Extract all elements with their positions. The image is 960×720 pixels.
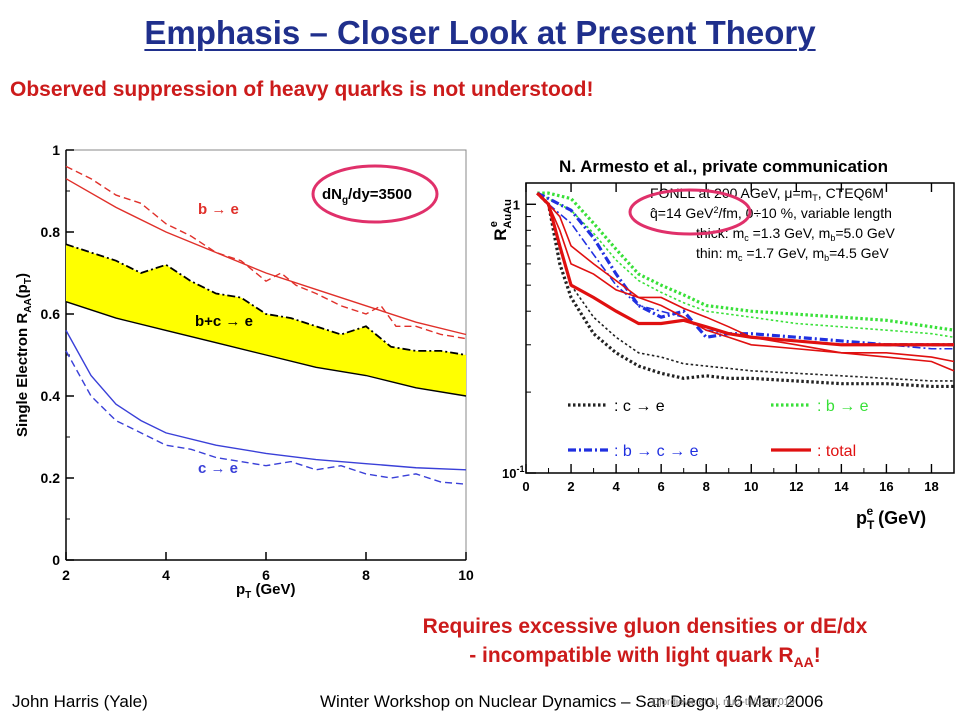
right-y-tick-label-0-1: 10-1 xyxy=(502,464,524,481)
left-series-line-ce-solid xyxy=(65,330,467,471)
annotation-dNg-dy: dNg/dy=3500 xyxy=(311,164,439,224)
left-y-tick-label: 0.6 xyxy=(41,306,61,322)
left-series xyxy=(65,165,467,485)
right-x-tick-label: 14 xyxy=(834,479,849,494)
left-series-line-bce-dashdot xyxy=(65,243,467,356)
left-series-line-ce-dashed xyxy=(65,350,467,485)
left-x-tick-label: 4 xyxy=(162,567,170,583)
left-x-axis-label: pT (GeV) xyxy=(236,581,295,601)
page-title: Emphasis – Closer Look at Present Theory xyxy=(144,14,816,51)
right-x-tick-label: 10 xyxy=(744,479,758,494)
right-plot-frame xyxy=(525,182,955,474)
label-b-to-e: b → e xyxy=(198,201,239,218)
right-info-text: FONLL at 200 AGeV, μ=mT, CTEQ6M q̂=14 Ge… xyxy=(628,185,896,263)
footer-event: Winter Workshop on Nuclear Dynamics – Sa… xyxy=(320,692,824,711)
right-series xyxy=(536,191,955,389)
right-x-tick-label: 16 xyxy=(879,479,893,494)
right-x-tick-label: 2 xyxy=(567,479,574,494)
left-chart: 2 4 6 8 10 1 0.8 0.6 0.4 0.2 0 b → e b+c → e c → e… xyxy=(14,142,474,601)
left-y-axis-label: Single Electron RAA(pT) xyxy=(14,273,34,437)
left-y-tick-label: 0.8 xyxy=(41,224,61,240)
left-ticks: 2 4 6 8 10 1 0.8 0.6 0.4 0.2 0 xyxy=(41,142,474,583)
right-x-tick-label: 8 xyxy=(703,479,710,494)
right-chart-title: N. Armesto et al., private communication xyxy=(559,157,888,176)
footer-author: John Harris (Yale) xyxy=(12,692,148,711)
right-series-line-3-thin xyxy=(536,192,955,372)
right-series-line-3-thick xyxy=(536,192,954,347)
left-y-tick-label: 0.4 xyxy=(41,388,61,404)
left-y-tick-label: 0.2 xyxy=(41,470,61,486)
legend-label: : b → c → e xyxy=(614,443,699,460)
left-series-line-be-solid xyxy=(65,178,467,336)
right-legend: : c → e : b → e : b → c → e : total xyxy=(568,398,869,460)
right-x-axis-label: pTe (GeV) xyxy=(856,504,926,532)
legend-label: : total xyxy=(817,443,856,460)
band-b-plus-c-to-e xyxy=(66,244,466,396)
left-series-line-be-dashed xyxy=(65,165,467,340)
right-y-axis-label: RAuAue xyxy=(488,199,514,241)
right-series-line-0-thick xyxy=(536,192,954,389)
legend-label: : b → e xyxy=(817,398,869,415)
left-x-tick-label: 6 xyxy=(262,567,270,583)
info-line-3: thick: mc =1.3 GeV, mb=5.0 GeV xyxy=(696,225,896,243)
left-x-tick-label: 2 xyxy=(62,567,70,583)
info-line-2: q̂=14 GeV2/fm, 0÷10 %, variable length xyxy=(650,205,892,221)
right-x-tick-label: 0 xyxy=(522,479,529,494)
right-y-tick-label-1: 1 xyxy=(513,197,520,212)
left-y-tick-label: 0 xyxy=(52,552,60,568)
highlight-circle xyxy=(311,164,439,224)
left-x-tick-label: 8 xyxy=(362,567,370,583)
subtitle: Observed suppression of heavy quarks is … xyxy=(10,78,594,101)
right-x-tick-label: 6 xyxy=(658,479,665,494)
legend-label: : c → e xyxy=(614,398,665,415)
right-x-tick-label: 4 xyxy=(612,479,620,494)
right-chart: N. Armesto et al., private communication… xyxy=(488,157,955,532)
right-x-tick-label: 18 xyxy=(924,479,938,494)
right-series-line-1-thick xyxy=(537,191,955,332)
conclusion-text: Requires excessive gluon densities or dE… xyxy=(300,612,960,677)
label-b-plus-c-to-e: b+c → e xyxy=(195,313,253,330)
label-c-to-e: c → e xyxy=(198,460,238,477)
left-x-tick-label: 10 xyxy=(458,567,474,583)
highlight-circle-qhat xyxy=(628,188,752,236)
right-ticks: 0 2 4 6 8 10 12 14 16 18 1 10-1 xyxy=(502,183,939,494)
footer-reference: Djordjevic et al. nucl-th/0507019 xyxy=(652,697,795,708)
info-line-4: thin: mc =1.7 GeV, mb=4.5 GeV xyxy=(696,245,889,263)
left-y-tick-label: 1 xyxy=(52,142,60,158)
right-x-tick-label: 12 xyxy=(789,479,803,494)
conclusion-line-1: Requires excessive gluon densities or dE… xyxy=(422,615,868,638)
conclusion-line-2: - incompatible with light quark RAA! xyxy=(469,644,821,671)
left-series-line-bce-solid xyxy=(65,301,467,397)
info-line-1: FONLL at 200 AGeV, μ=mT, CTEQ6M xyxy=(650,185,884,203)
right-series-line-3-thin xyxy=(536,192,955,363)
annotation-text: dNg/dy=3500 xyxy=(322,186,412,206)
